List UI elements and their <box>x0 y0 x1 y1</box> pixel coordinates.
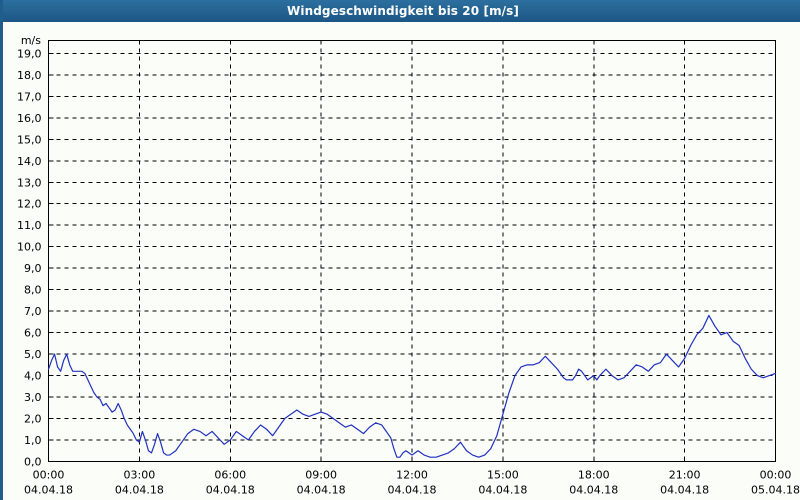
y-axis-ticks <box>48 52 54 462</box>
y-axis-tick-label: 6,0 <box>24 327 42 340</box>
y-axis-tick-label: 3,0 <box>24 391 42 404</box>
page-title: Windgeschwindigkeit bis 20 [m/s] <box>287 4 519 18</box>
y-axis-tick-label: 5,0 <box>24 348 42 361</box>
y-axis-tick-label: 2,0 <box>24 413 42 426</box>
y-axis-unit-label: m/s <box>21 34 41 47</box>
y-axis-tick-label: 12,0 <box>17 198 42 211</box>
axis-frame <box>47 39 777 463</box>
x-axis-time-label: 06:00 <box>214 469 246 482</box>
y-axis-tick-label: 13,0 <box>17 176 42 189</box>
y-axis-tick-label: 19,0 <box>17 47 42 60</box>
wind-speed-series-line <box>47 314 777 458</box>
x-gridlines <box>138 40 686 462</box>
y-axis-tick-label: 16,0 <box>17 112 42 125</box>
x-axis-date-label: 04.04.18 <box>388 484 437 497</box>
x-axis-date-label: 05.04.18 <box>751 484 800 497</box>
x-axis-time-label: 00:00 <box>760 469 792 482</box>
y-axis-tick-label: 0,0 <box>24 456 42 469</box>
x-axis-date-label: 04.04.18 <box>115 484 164 497</box>
x-axis-time-label: 03:00 <box>124 469 156 482</box>
y-axis-tick-label: 10,0 <box>17 241 42 254</box>
x-axis-time-label: 12:00 <box>396 469 428 482</box>
x-axis-date-label: 04.04.18 <box>297 484 346 497</box>
x-axis-date-label: 04.04.18 <box>478 484 527 497</box>
x-axis-date-label: 04.04.18 <box>206 484 255 497</box>
y-axis-tick-label: 11,0 <box>17 219 42 232</box>
x-axis-time-label: 09:00 <box>305 469 337 482</box>
x-axis-date-label: 04.04.18 <box>660 484 709 497</box>
x-axis-time-label: 00:00 <box>33 469 65 482</box>
y-axis-tick-label: 14,0 <box>17 155 42 168</box>
x-axis-date-label: 04.04.18 <box>569 484 618 497</box>
x-axis-date-label: 04.04.18 <box>24 484 73 497</box>
y-axis-tick-label: 15,0 <box>17 133 42 146</box>
y-axis-tick-label: 1,0 <box>24 434 42 447</box>
y-axis-tick-label: 17,0 <box>17 90 42 103</box>
y-axis-tick-label: 9,0 <box>24 262 42 275</box>
chart-canvas-container: 0,0 1,0 2,0 3,0 4,0 5,0 6,0 7,0 8,0 9,0 10,0 11,0 12… <box>3 22 800 500</box>
y-axis-tick-label: 18,0 <box>17 69 42 82</box>
y-axis-tick-label: 8,0 <box>24 284 42 297</box>
x-axis-tick-labels: 00:00 04.04.18 03:00 04.04.18 06:00 04.04.18 0… <box>24 469 800 497</box>
window-title-bar: Windgeschwindigkeit bis 20 [m/s] <box>3 0 800 22</box>
y-axis-tick-labels: 0,0 1,0 2,0 3,0 4,0 5,0 6,0 7,0 8,0 9,0 10,0 11,0 12… <box>17 47 42 468</box>
y-axis-tick-label: 7,0 <box>24 305 42 318</box>
wind-speed-line-chart: 0,0 1,0 2,0 3,0 4,0 5,0 6,0 7,0 8,0 9,0 10,0 11,0 12… <box>17 34 800 497</box>
y-axis-tick-label: 4,0 <box>24 370 42 383</box>
x-axis-time-label: 15:00 <box>487 469 519 482</box>
x-axis-time-label: 21:00 <box>669 469 701 482</box>
x-axis-time-label: 18:00 <box>578 469 610 482</box>
